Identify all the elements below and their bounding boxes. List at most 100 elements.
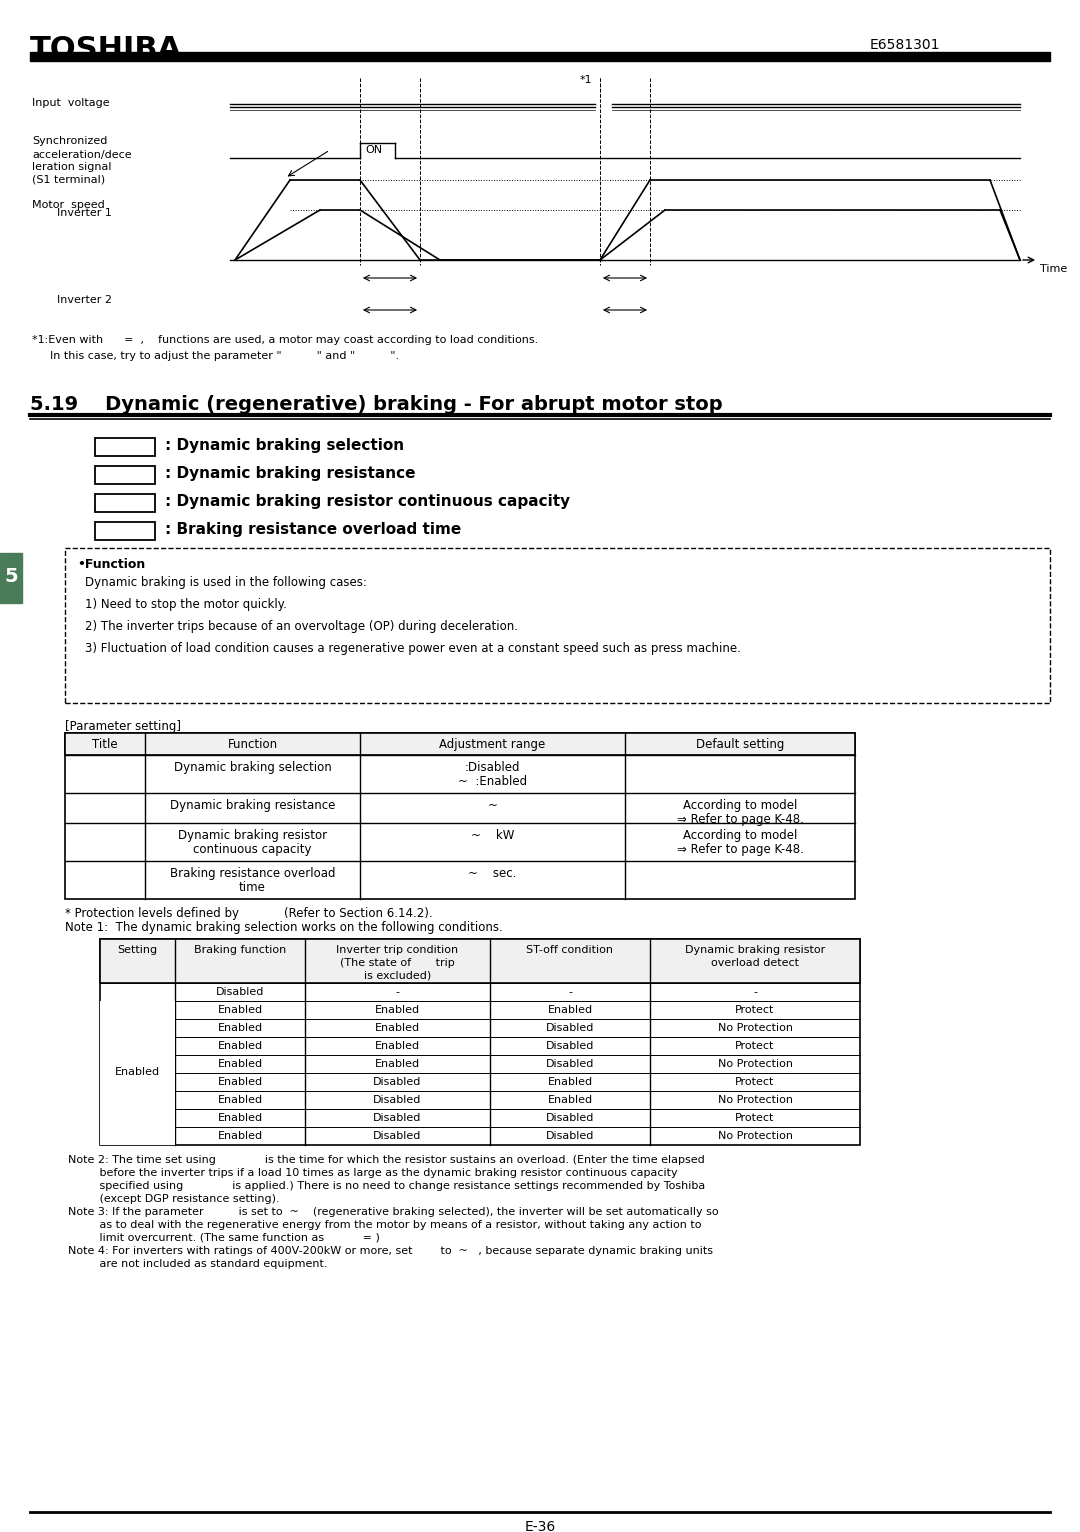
Text: Synchronized: Synchronized: [32, 136, 107, 146]
Text: E-36: E-36: [525, 1520, 555, 1532]
Text: In this case, try to adjust the parameter "          " and "          ".: In this case, try to adjust the paramete…: [50, 351, 400, 362]
Bar: [65, 732, 855, 755]
Text: Adjustment range: Adjustment range: [440, 738, 545, 751]
Text: 5.19    Dynamic (regenerative) braking - For abrupt motor stop: 5.19 Dynamic (regenerative) braking - Fo…: [30, 395, 723, 414]
Text: Input  voltage: Input voltage: [32, 98, 110, 107]
Text: Enabled: Enabled: [548, 1077, 593, 1088]
Text: Disabled: Disabled: [545, 1023, 594, 1033]
Text: Enabled: Enabled: [375, 1059, 420, 1069]
Text: Enabled: Enabled: [217, 1131, 262, 1141]
Text: :Disabled: :Disabled: [464, 761, 521, 774]
Text: Dynamic braking is used in the following cases:: Dynamic braking is used in the following…: [85, 576, 367, 588]
Text: : Dynamic braking selection: : Dynamic braking selection: [165, 438, 404, 453]
Bar: [100, 939, 860, 1144]
Text: specified using              is applied.) There is no need to change resistance : specified using is applied.) There is no…: [68, 1181, 705, 1190]
Text: 3) Fluctuation of load condition causes a regenerative power even at a constant : 3) Fluctuation of load condition causes …: [85, 642, 741, 656]
Text: Protect: Protect: [735, 1042, 774, 1051]
Text: limit overcurrent. (The same function as           = ): limit overcurrent. (The same function as…: [68, 1233, 380, 1242]
Text: Enabled: Enabled: [217, 1059, 262, 1069]
Text: No Protection: No Protection: [717, 1059, 793, 1069]
Text: Note 4: For inverters with ratings of 400V-200kW or more, set        to  ~   , b: Note 4: For inverters with ratings of 40…: [68, 1246, 713, 1256]
Text: : Dynamic braking resistance: : Dynamic braking resistance: [165, 466, 416, 481]
Text: Default setting: Default setting: [696, 738, 784, 751]
Text: ~: ~: [487, 800, 498, 812]
Bar: [65, 548, 1050, 703]
Text: Enabled: Enabled: [375, 1005, 420, 1016]
Text: Enabled: Enabled: [217, 1095, 262, 1105]
Text: Protect: Protect: [735, 1114, 774, 1123]
Text: [Parameter setting]: [Parameter setting]: [65, 720, 181, 732]
Text: Note 2: The time set using              is the time for which the resistor susta: Note 2: The time set using is the time f…: [68, 1155, 705, 1164]
Bar: [95, 493, 156, 512]
Text: Disabled: Disabled: [545, 1059, 594, 1069]
Text: (The state of       trip: (The state of trip: [340, 958, 455, 968]
Text: Dynamic braking selection: Dynamic braking selection: [174, 761, 332, 774]
Text: ~  :Enabled: ~ :Enabled: [458, 775, 527, 787]
Text: are not included as standard equipment.: are not included as standard equipment.: [68, 1259, 327, 1268]
Text: No Protection: No Protection: [717, 1095, 793, 1105]
Text: E6581301: E6581301: [870, 38, 941, 52]
Text: Enabled: Enabled: [375, 1023, 420, 1033]
Text: Enabled: Enabled: [548, 1095, 593, 1105]
Text: Disabled: Disabled: [216, 987, 265, 997]
Text: time: time: [239, 881, 266, 895]
Text: Motor  speed: Motor speed: [32, 201, 105, 210]
Text: *1: *1: [580, 75, 593, 84]
Text: 2) The inverter trips because of an overvoltage (OP) during deceleration.: 2) The inverter trips because of an over…: [85, 620, 518, 633]
Text: 5: 5: [4, 567, 17, 587]
Text: TOSHIBA: TOSHIBA: [30, 35, 183, 64]
Text: Setting: Setting: [118, 945, 158, 954]
Text: (except DGP resistance setting).: (except DGP resistance setting).: [68, 1193, 280, 1204]
Text: Disabled: Disabled: [374, 1131, 421, 1141]
Text: Inverter 1: Inverter 1: [57, 208, 112, 218]
Text: leration signal: leration signal: [32, 162, 111, 172]
Bar: [30, 52, 1050, 61]
Text: -: -: [753, 987, 757, 997]
Text: : Dynamic braking resistor continuous capacity: : Dynamic braking resistor continuous ca…: [165, 493, 570, 509]
Text: Inverter 2: Inverter 2: [57, 296, 112, 305]
Text: Note 3: If the parameter          is set to  ~    (regenerative braking selected: Note 3: If the parameter is set to ~ (re…: [68, 1207, 718, 1216]
Text: Braking resistance overload: Braking resistance overload: [170, 867, 335, 879]
Text: Function: Function: [228, 738, 278, 751]
Text: ~    kW: ~ kW: [471, 829, 514, 843]
Bar: [100, 939, 860, 984]
Text: Dynamic braking resistance: Dynamic braking resistance: [170, 800, 335, 812]
Text: acceleration/dece: acceleration/dece: [32, 150, 132, 159]
Text: Protect: Protect: [735, 1005, 774, 1016]
Text: Time: Time: [1040, 264, 1067, 274]
Text: Disabled: Disabled: [374, 1077, 421, 1088]
Text: Dynamic braking resistor: Dynamic braking resistor: [178, 829, 327, 843]
Text: Enabled: Enabled: [375, 1042, 420, 1051]
Text: Disabled: Disabled: [545, 1131, 594, 1141]
Text: No Protection: No Protection: [717, 1023, 793, 1033]
Text: ON: ON: [365, 146, 382, 155]
Bar: [0, 553, 22, 604]
Text: According to model: According to model: [683, 800, 797, 812]
Text: ST-off condition: ST-off condition: [527, 945, 613, 954]
Text: Title: Title: [92, 738, 118, 751]
Text: is excluded): is excluded): [364, 971, 431, 980]
Bar: [95, 522, 156, 539]
Text: Disabled: Disabled: [545, 1042, 594, 1051]
Text: ~    sec.: ~ sec.: [469, 867, 516, 879]
Text: ⇒ Refer to page K-48.: ⇒ Refer to page K-48.: [676, 843, 804, 856]
Text: According to model: According to model: [683, 829, 797, 843]
Bar: [95, 466, 156, 484]
Text: (S1 terminal): (S1 terminal): [32, 175, 105, 184]
Text: •Function: •Function: [77, 558, 145, 571]
Text: Enabled: Enabled: [217, 1077, 262, 1088]
Text: Disabled: Disabled: [374, 1114, 421, 1123]
Text: -: -: [395, 987, 400, 997]
Text: Enabled: Enabled: [217, 1005, 262, 1016]
Text: as to deal with the regenerative energy from the motor by means of a resistor, w: as to deal with the regenerative energy …: [68, 1219, 702, 1230]
Text: Enabled: Enabled: [114, 1066, 160, 1077]
Text: *1:Even with      =  ,    functions are used, a motor may coast according to loa: *1:Even with = , functions are used, a m…: [32, 336, 538, 345]
Text: Braking function: Braking function: [194, 945, 286, 954]
Text: before the inverter trips if a load 10 times as large as the dynamic braking res: before the inverter trips if a load 10 t…: [68, 1167, 677, 1178]
Text: Enabled: Enabled: [217, 1114, 262, 1123]
Text: Note 1:  The dynamic braking selection works on the following conditions.: Note 1: The dynamic braking selection wo…: [65, 921, 503, 935]
Text: No Protection: No Protection: [717, 1131, 793, 1141]
Text: Disabled: Disabled: [374, 1095, 421, 1105]
Text: Enabled: Enabled: [114, 1077, 160, 1088]
Bar: [100, 1000, 175, 1144]
